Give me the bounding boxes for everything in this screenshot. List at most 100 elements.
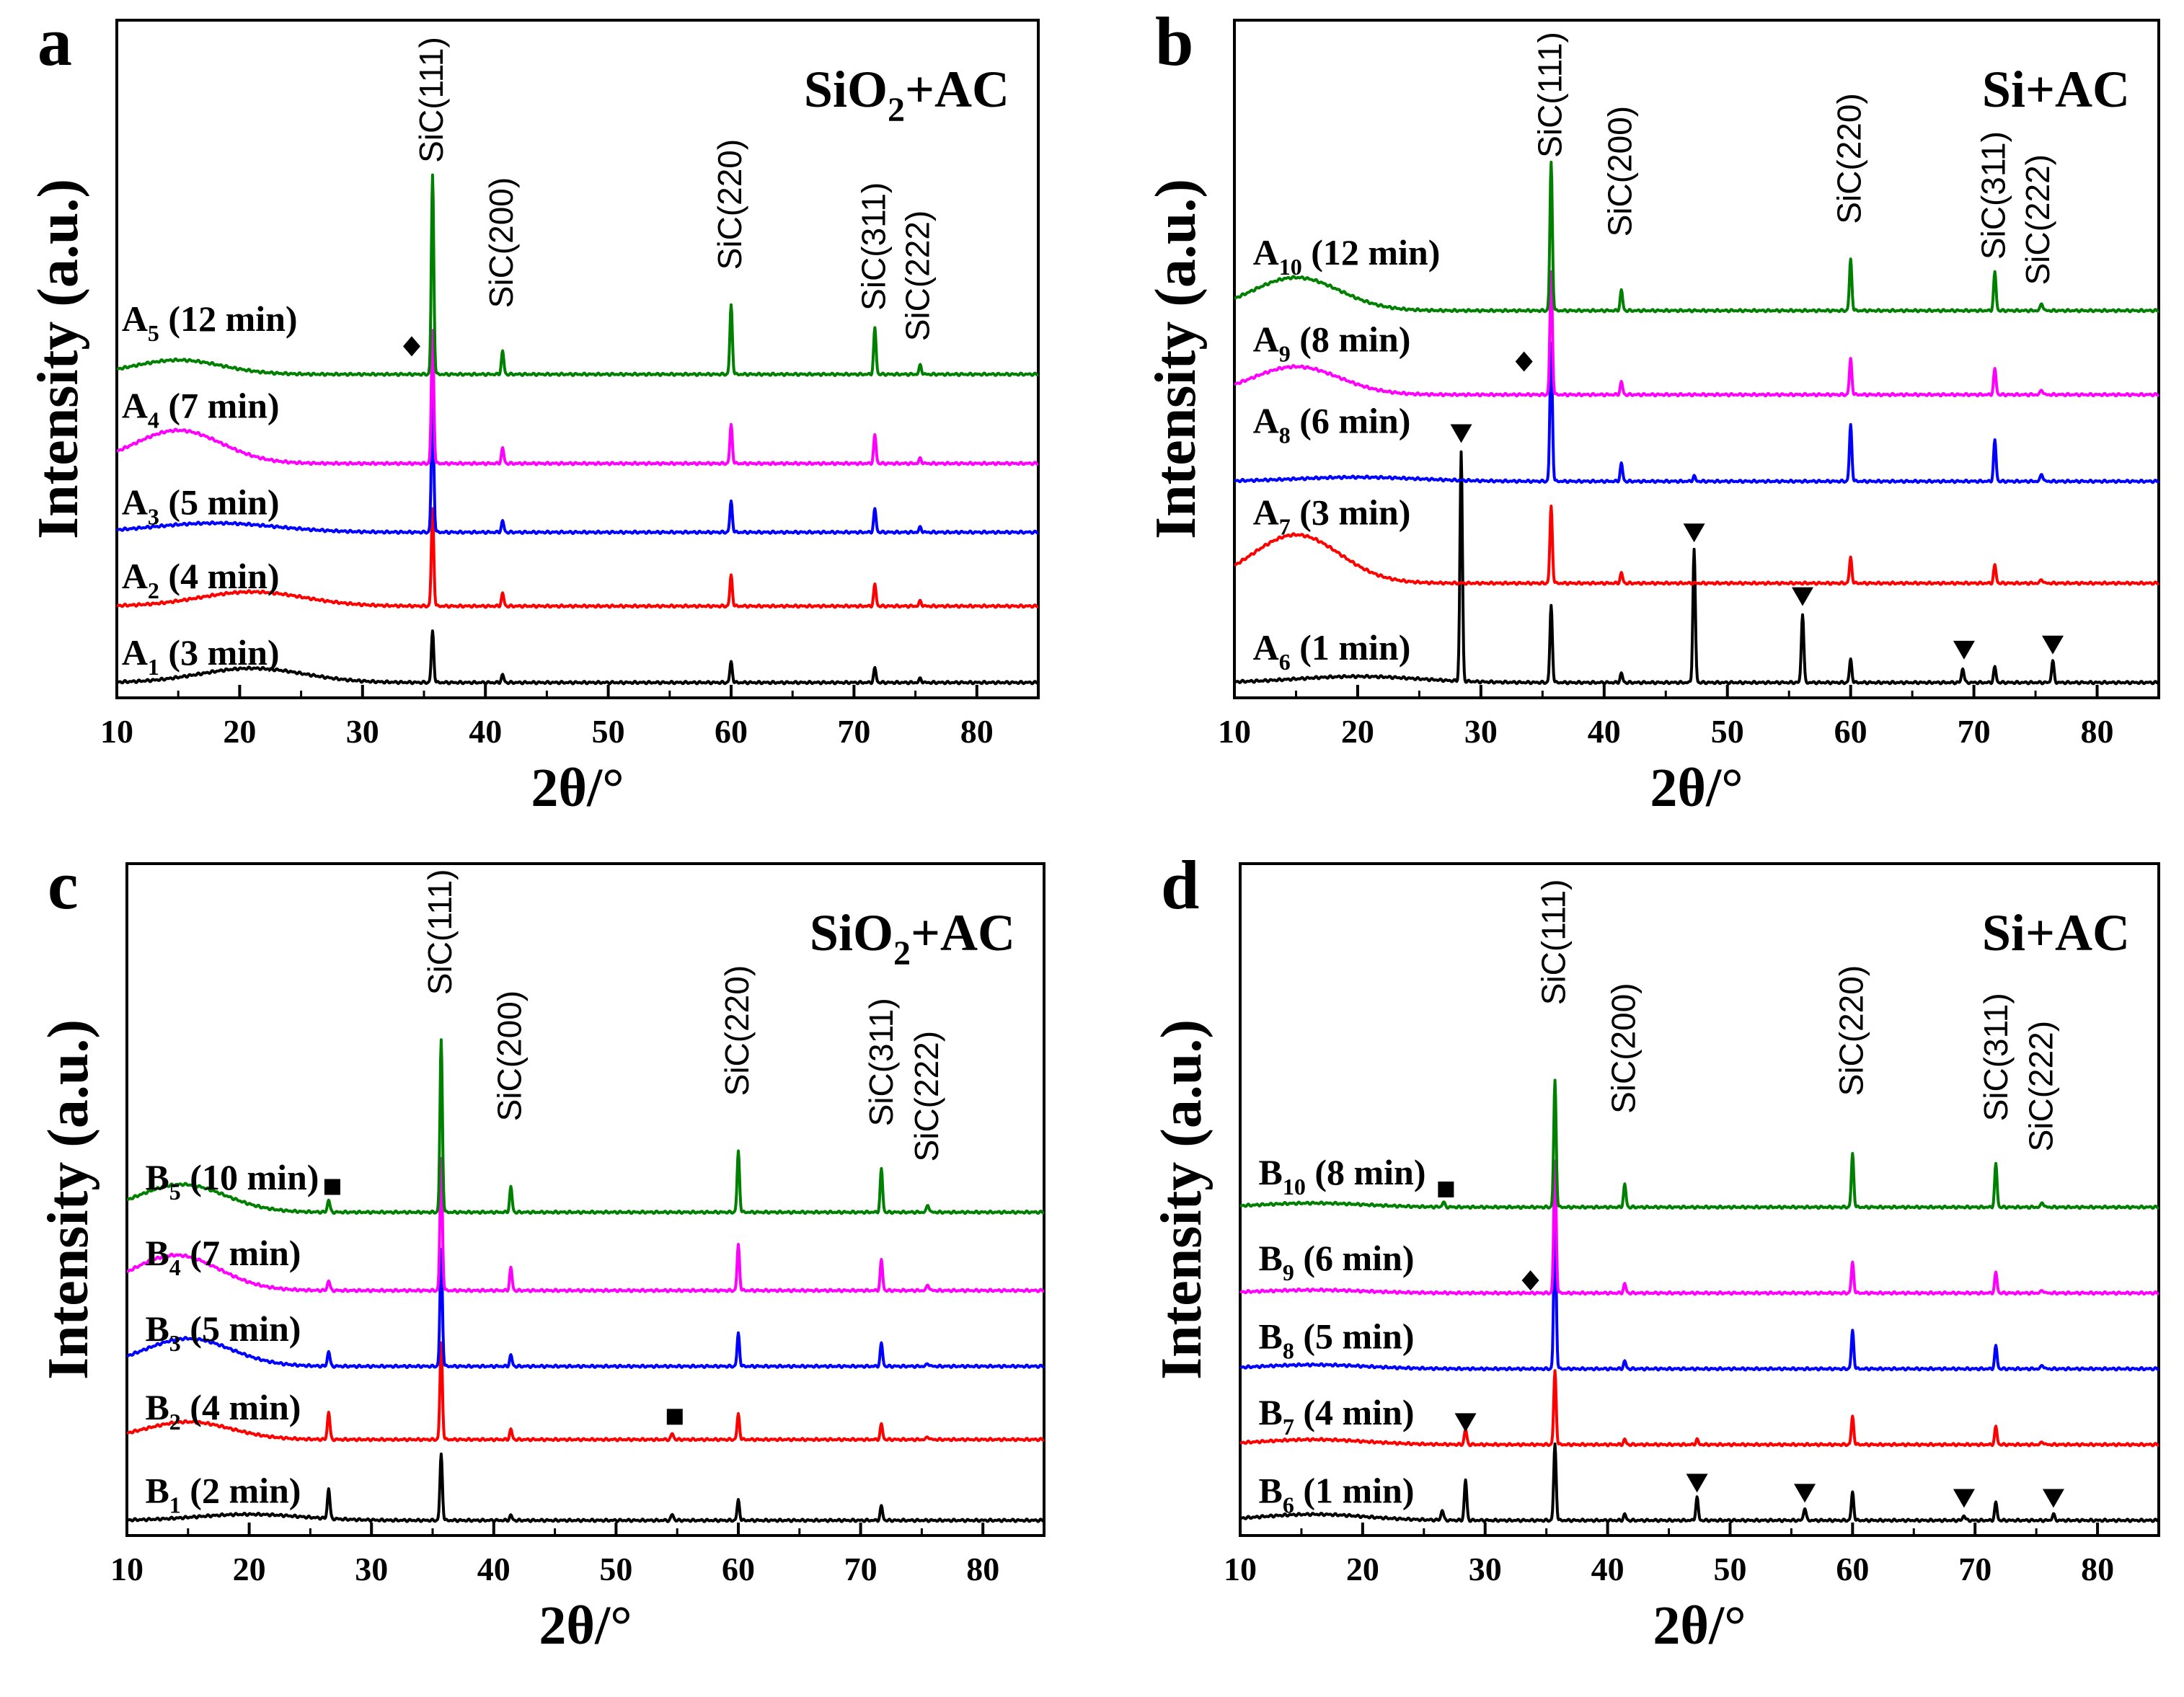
series-label-name: A xyxy=(1253,232,1279,273)
series-label-A3: A3 (5 min) xyxy=(122,482,280,530)
series-label-name: A xyxy=(122,632,148,673)
series-label-time: (2 min) xyxy=(181,1470,301,1510)
series-label-subscript: 1 xyxy=(148,654,159,680)
series-line-B8 xyxy=(1239,1215,2160,1372)
series-line-A6 xyxy=(1233,450,2160,686)
series-label-B10: B10 (8 min) xyxy=(1258,1152,1425,1200)
y-axis-title: Intensity (a.u.) xyxy=(27,179,90,539)
x-tick-label: 30 xyxy=(1469,1551,1502,1587)
series-label-B7: B7 (4 min) xyxy=(1258,1392,1414,1440)
series-label-name: B xyxy=(1258,1470,1282,1510)
series-line-A5 xyxy=(115,173,1040,377)
silicon-triangle-marker xyxy=(1683,523,1705,543)
x-tick-label: 60 xyxy=(1834,713,1867,750)
x-tick-label: 20 xyxy=(1341,713,1374,750)
series-label-name: B xyxy=(1258,1392,1282,1432)
sample-label-main: Si+AC xyxy=(1982,904,2130,962)
x-tick-label: 70 xyxy=(844,1551,877,1587)
series-label-name: B xyxy=(1258,1316,1282,1357)
series-label-time: (5 min) xyxy=(1294,1316,1415,1357)
x-tick-label: 10 xyxy=(110,1551,143,1587)
series-label-time: (8 min) xyxy=(1306,1152,1426,1192)
x-tick-label: 70 xyxy=(837,713,870,750)
series-label-name: B xyxy=(145,1387,169,1427)
sample-label-subscript: 2 xyxy=(893,934,911,972)
x-tick-label: 70 xyxy=(1958,713,1991,750)
sample-label: SiO2+AC xyxy=(810,904,1015,972)
panel-c: 10 20 30 40 50 60 70 80 2θ/° Intensity (a.u.) c SiO… xyxy=(37,846,1045,1656)
x-tick-label: 60 xyxy=(715,713,748,750)
series-label-name: B xyxy=(1258,1152,1282,1192)
panel-letter: c xyxy=(48,846,79,923)
x-tick-label: 50 xyxy=(1711,713,1744,750)
series-label-time: (7 min) xyxy=(181,1233,301,1273)
y-axis-title: Intensity (a.u.) xyxy=(1150,1019,1213,1380)
series-line-B7 xyxy=(1239,1369,2160,1448)
series-label-time: (10 min) xyxy=(181,1157,319,1197)
series-line-A2 xyxy=(115,507,1040,609)
series-line-B1 xyxy=(125,1452,1045,1523)
x-tick-label: 40 xyxy=(477,1551,510,1587)
series-label-time: (4 min) xyxy=(159,556,280,596)
series-label-subscript: 2 xyxy=(148,577,159,603)
panel-d: 10 20 30 40 50 60 70 80 2θ/° Intensity (a.u.) d Si+… xyxy=(1150,846,2160,1656)
x-tick-label: 40 xyxy=(1591,1551,1624,1587)
series-label-A4: A4 (7 min) xyxy=(122,385,280,433)
series-label-time: (12 min) xyxy=(1302,232,1441,273)
x-tick-label: 50 xyxy=(1713,1551,1746,1587)
series-label-subscript: 1 xyxy=(169,1492,181,1517)
series-label-subscript: 5 xyxy=(169,1179,181,1205)
diamond-marker xyxy=(402,336,420,357)
series-label-B8: B8 (5 min) xyxy=(1258,1316,1414,1364)
reflection-label: SiC(200) xyxy=(482,177,520,309)
silicon-triangle-marker xyxy=(1454,1413,1477,1432)
series-label-subscript: 6 xyxy=(1283,1492,1294,1517)
series-label-B1: B1 (2 min) xyxy=(145,1470,301,1517)
y-axis-title: Intensity (a.u.) xyxy=(1144,179,1208,539)
reflection-label: SiC(111) xyxy=(412,37,450,163)
panel-letter: b xyxy=(1155,3,1193,80)
series-label-time: (3 min) xyxy=(1291,492,1411,533)
x-axis-title: 2θ/° xyxy=(1653,1595,1746,1656)
diamond-marker xyxy=(1515,351,1533,372)
x-tick-label: 10 xyxy=(1224,1551,1257,1587)
diamond-marker xyxy=(1521,1270,1539,1291)
series-label-name: A xyxy=(1253,492,1279,533)
series-label-time: (6 min) xyxy=(1291,400,1411,440)
x-tick-label: 30 xyxy=(1464,713,1498,750)
series-label-name: A xyxy=(122,556,148,596)
series-label-name: B xyxy=(145,1157,169,1197)
series-line-A1 xyxy=(115,629,1040,686)
series-label-time: (1 min) xyxy=(1294,1470,1415,1510)
series-label-time: (3 min) xyxy=(159,632,280,673)
series-label-subscript: 4 xyxy=(169,1254,181,1280)
series-line-A10 xyxy=(1233,160,2160,314)
series-line-B3 xyxy=(125,1248,1045,1369)
panel-letter: a xyxy=(37,3,72,80)
x-tick-label: 20 xyxy=(233,1551,266,1587)
plot-frame xyxy=(1239,862,2160,1537)
square-marker xyxy=(666,1409,683,1425)
series-label-subscript: 6 xyxy=(1279,649,1291,675)
series-label-subscript: 8 xyxy=(1279,422,1291,448)
series-label-subscript: 3 xyxy=(169,1330,181,1356)
series-label-name: B xyxy=(145,1470,169,1510)
sample-label-subscript: 2 xyxy=(888,91,905,129)
series-label-subscript: 10 xyxy=(1279,254,1302,280)
series-label-A9: A9 (8 min) xyxy=(1253,319,1411,366)
series-label-name: A xyxy=(122,385,148,425)
series-label-B4: B4 (7 min) xyxy=(145,1233,301,1280)
x-tick-label: 70 xyxy=(1958,1551,1991,1587)
x-tick-label: 80 xyxy=(966,1551,999,1587)
sample-label: SiO2+AC xyxy=(804,61,1009,129)
sample-label-main: SiO xyxy=(810,904,893,962)
reflection-label: SiC(200) xyxy=(491,991,529,1122)
silicon-triangle-marker xyxy=(2042,1489,2064,1508)
series-label-time: (6 min) xyxy=(1294,1238,1415,1278)
reflection-label: SiC(200) xyxy=(1601,106,1639,237)
sample-label: Si+AC xyxy=(1982,61,2130,118)
x-axis-title: 2θ/° xyxy=(539,1595,632,1656)
series-label-time: (5 min) xyxy=(181,1308,301,1349)
x-tick-label: 40 xyxy=(469,713,502,750)
series-line-A4 xyxy=(115,329,1040,466)
